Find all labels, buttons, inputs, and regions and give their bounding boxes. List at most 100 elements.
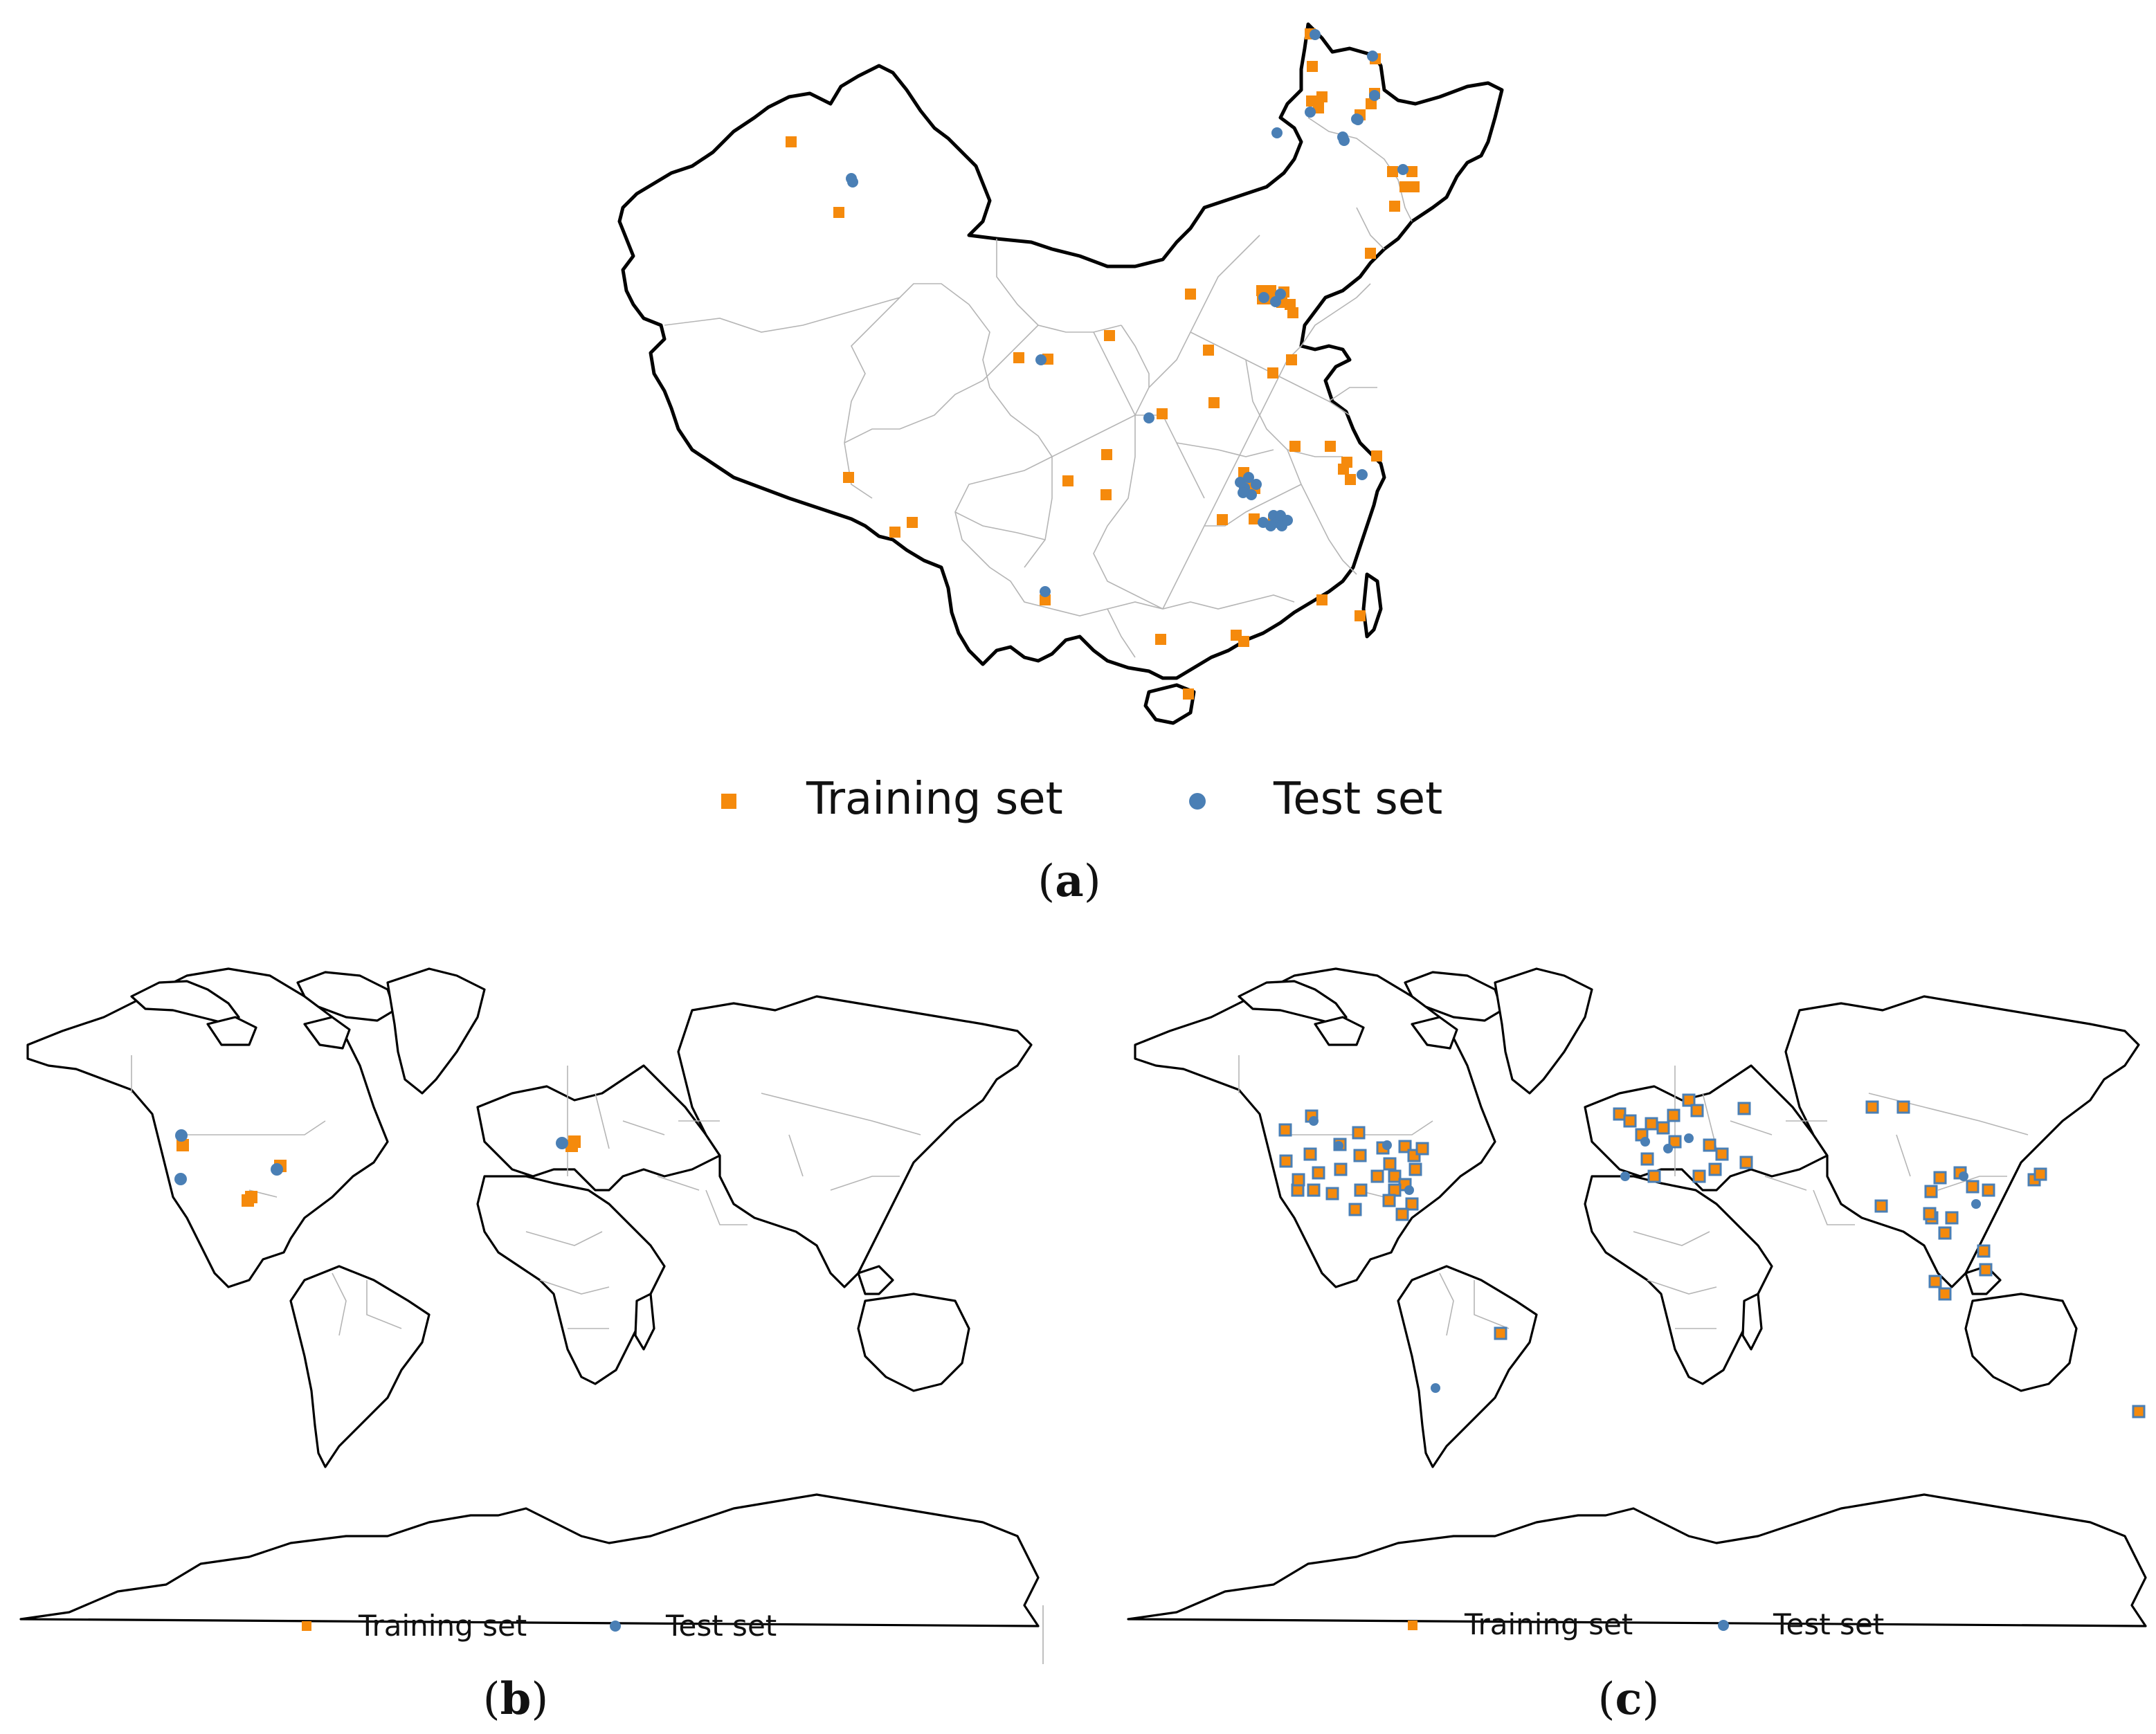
training-point [1292, 1173, 1305, 1187]
training-point [1313, 102, 1324, 113]
training-point [1408, 1162, 1422, 1176]
training-point [1923, 1207, 1937, 1221]
training-point [1183, 688, 1194, 700]
training-point [1415, 1142, 1429, 1156]
training-point [1013, 352, 1024, 363]
legend-training-label: Training set [806, 774, 1063, 825]
training-point [1279, 1154, 1293, 1168]
legend-training-label: Training set [358, 1609, 527, 1643]
test-point [1684, 1133, 1694, 1143]
training-point [1316, 91, 1328, 102]
training-point [1352, 1126, 1366, 1140]
training-point [1945, 1211, 1959, 1225]
training-point [1690, 1104, 1704, 1117]
training-point [1977, 1244, 1991, 1258]
legend-test-marker [610, 1621, 621, 1632]
panel-c-legend: Training set Test set [1408, 1607, 1884, 1641]
test-point [1309, 1116, 1319, 1126]
training-point [1924, 1185, 1938, 1198]
training-point [1312, 1166, 1325, 1180]
test-point [1251, 479, 1262, 490]
test-point [1040, 586, 1051, 597]
training-point [1408, 181, 1420, 192]
training-point [1399, 181, 1411, 192]
training-point [1979, 1263, 1993, 1277]
training-point [1389, 201, 1400, 212]
training-point [245, 1191, 257, 1203]
training-point [1623, 1114, 1637, 1128]
test-point [1271, 127, 1283, 138]
test-point [1959, 1171, 1968, 1181]
training-point [1933, 1171, 1947, 1185]
training-point [1982, 1183, 1995, 1197]
panel-a-caption: (a) [1038, 855, 1100, 907]
training-point [1737, 1102, 1751, 1115]
training-point [1406, 166, 1417, 177]
training-point [1286, 354, 1297, 365]
training-point [1371, 450, 1382, 462]
test-point [1640, 1137, 1650, 1147]
test-point [1334, 1141, 1343, 1151]
test-point [1369, 90, 1380, 101]
test-point [1143, 412, 1154, 423]
training-point [1966, 1180, 1980, 1194]
panel-a-points [786, 28, 1420, 700]
training-point [786, 136, 797, 147]
test-point [1431, 1383, 1440, 1393]
training-point [1383, 1157, 1397, 1171]
training-point [1338, 464, 1349, 475]
test-point [1035, 354, 1047, 365]
training-point [1656, 1121, 1670, 1135]
training-point [1387, 166, 1398, 177]
test-point [1663, 1144, 1673, 1153]
training-point [1365, 248, 1376, 259]
test-point [847, 176, 858, 188]
training-point [1325, 441, 1336, 452]
training-point [1703, 1138, 1716, 1152]
legend-test-label: Test set [665, 1609, 777, 1643]
training-point [1874, 1199, 1888, 1213]
training-point [565, 1140, 578, 1152]
legend-test-label: Test set [1273, 774, 1442, 825]
training-point [2132, 1405, 2146, 1418]
training-point [1249, 513, 1260, 524]
legend-test-label: Test set [1773, 1607, 1884, 1641]
training-point [1896, 1100, 1910, 1114]
training-point [1104, 330, 1115, 341]
test-point [1397, 164, 1408, 175]
training-point [1388, 1169, 1402, 1183]
training-point [1640, 1152, 1654, 1166]
test-point [1238, 487, 1249, 498]
training-point [1040, 594, 1051, 605]
test-point [1404, 1185, 1414, 1195]
training-point [843, 472, 854, 483]
training-point [1682, 1093, 1696, 1107]
test-point [1246, 489, 1257, 500]
test-point [1339, 135, 1350, 146]
test-point [1310, 29, 1321, 40]
training-point [1715, 1147, 1729, 1161]
training-point [1345, 474, 1356, 485]
training-point [1865, 1100, 1879, 1114]
test-point [1258, 517, 1269, 528]
test-point [1275, 510, 1286, 521]
training-point [1334, 1162, 1348, 1176]
test-point [1351, 113, 1362, 125]
test-point [1620, 1171, 1630, 1181]
training-point [1100, 489, 1112, 500]
training-point [1278, 1123, 1292, 1137]
training-point [1307, 1183, 1321, 1197]
training-point [833, 207, 844, 218]
training-point [1613, 1107, 1627, 1121]
legend-training-marker [721, 794, 736, 809]
training-point [1405, 1197, 1419, 1211]
training-point [1692, 1169, 1706, 1183]
test-point [1971, 1199, 1981, 1209]
training-point [1366, 98, 1377, 109]
test-point [1275, 289, 1286, 300]
test-point [1243, 472, 1254, 483]
training-point [1217, 514, 1228, 525]
training-point [1739, 1156, 1753, 1169]
training-point [1645, 1117, 1658, 1131]
